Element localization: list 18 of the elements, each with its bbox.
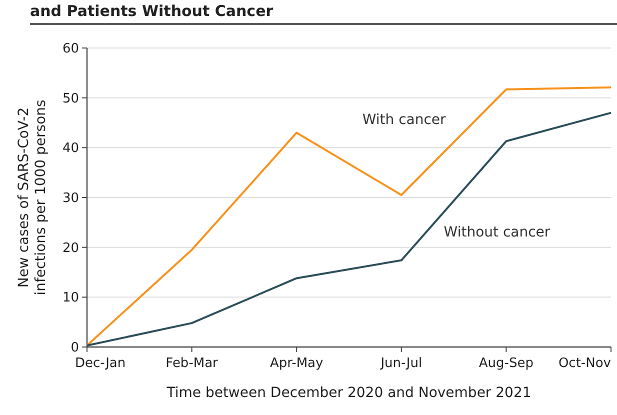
x-tick-label: Dec-Jan	[75, 356, 126, 371]
x-tick-label: Aug-Sep	[478, 356, 534, 371]
series-label: With cancer	[362, 112, 446, 128]
y-tick-label: 10	[62, 290, 79, 306]
y-tick-label: 20	[62, 240, 79, 256]
x-axis-title: Time between December 2020 and November 2021	[166, 385, 532, 401]
chart-title: and Patients Without Cancer	[30, 2, 274, 20]
y-tick-label: 40	[62, 141, 79, 156]
y-tick-label: 60	[62, 42, 79, 57]
x-tick-label: Jun-Jul	[380, 356, 422, 371]
series-label: Without cancer	[444, 224, 550, 241]
y-tick-label: 0	[70, 340, 79, 356]
x-tick-label: Apr-May	[270, 356, 324, 371]
y-axis-title: New cases of SARS-CoV-2 infections per 1000 persons	[16, 100, 49, 296]
x-tick-label: Oct-Nov	[558, 356, 612, 371]
y-tick-label: 50	[62, 91, 79, 106]
x-tick-label: Feb-Mar	[166, 356, 219, 371]
y-tick-label: 30	[62, 191, 79, 206]
